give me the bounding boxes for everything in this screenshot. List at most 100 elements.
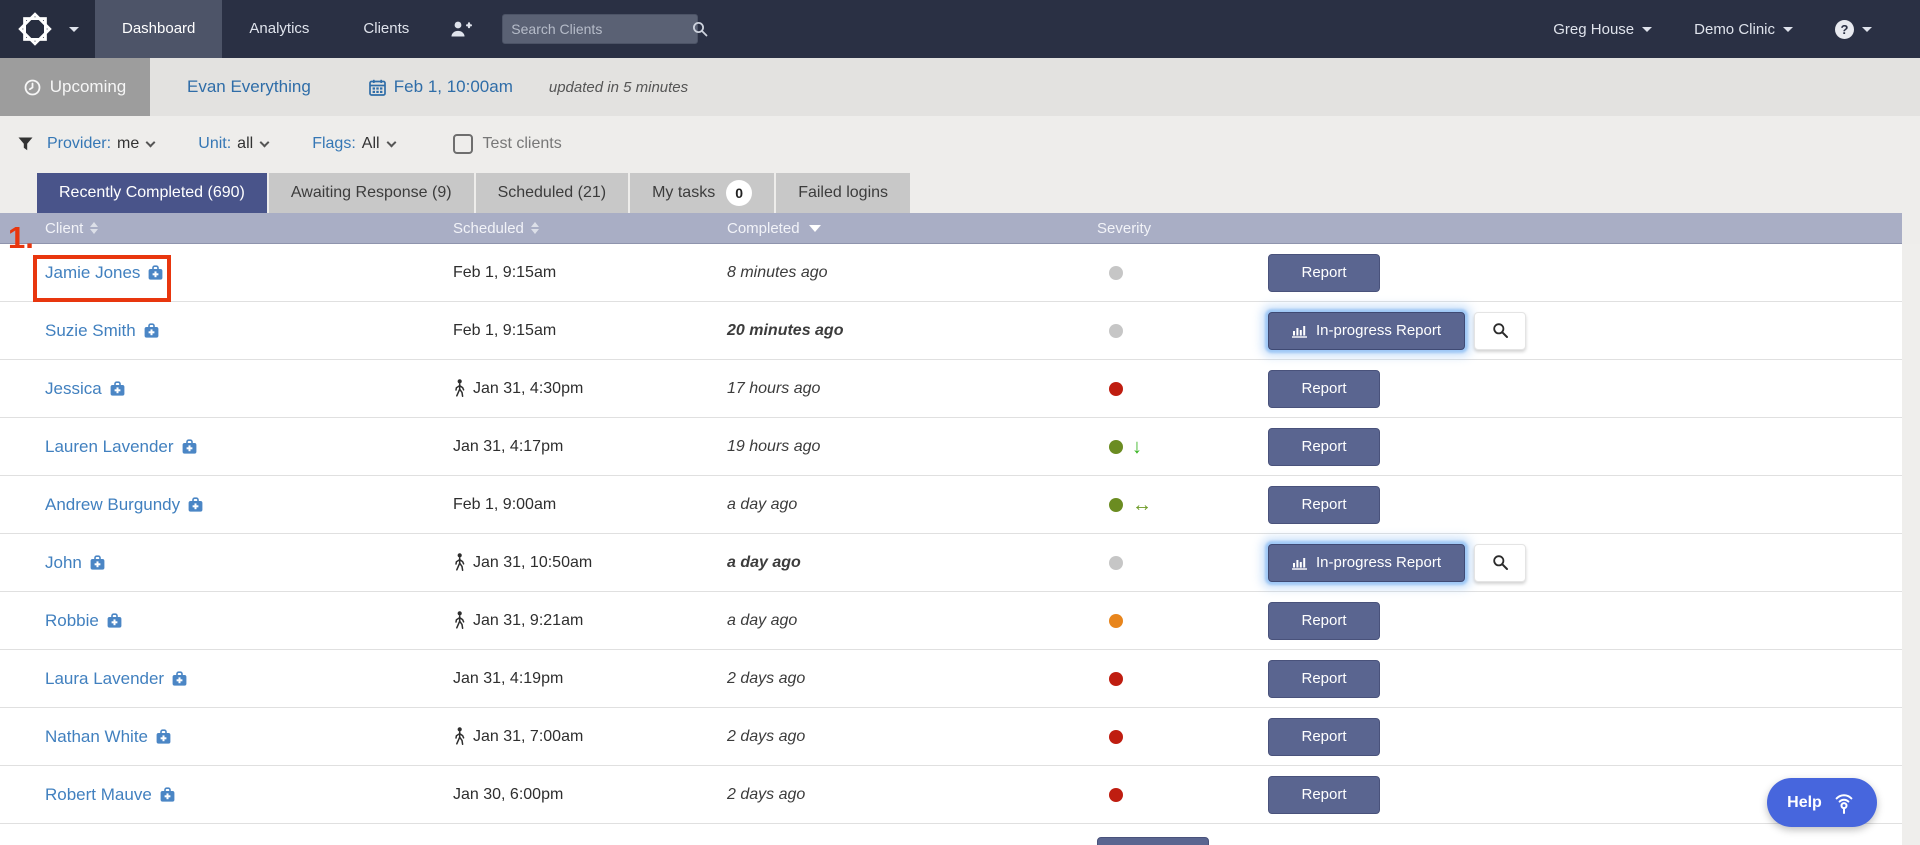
tab-scheduled-21[interactable]: Scheduled (21) bbox=[475, 173, 629, 213]
tab-recently-completed-690[interactable]: Recently Completed (690) bbox=[37, 173, 267, 213]
scheduled-cell: Jan 31, 4:17pm bbox=[453, 438, 727, 456]
client-link[interactable]: Laura Lavender bbox=[45, 669, 188, 689]
client-name: Jessica bbox=[45, 378, 102, 398]
table-row: Suzie Smith Feb 1, 9:15am bbox=[0, 302, 1902, 360]
action-cell: Report bbox=[1268, 485, 1902, 524]
scheduled-cell: Jan 31, 4:19pm bbox=[453, 670, 727, 688]
client-link[interactable]: John bbox=[45, 553, 106, 573]
client-link[interactable]: Andrew Burgundy bbox=[45, 495, 204, 515]
walking-person-icon bbox=[453, 611, 466, 630]
client-link[interactable]: Lauren Lavender bbox=[45, 437, 198, 457]
nav-tab-analytics[interactable]: Analytics bbox=[249, 20, 310, 37]
client-link[interactable]: Robbie bbox=[45, 611, 123, 631]
column-header-completed[interactable]: Completed bbox=[727, 220, 1097, 237]
scheduled-cell: Feb 1, 9:15am bbox=[453, 322, 727, 340]
severity-dot bbox=[1109, 381, 1123, 396]
clinic-menu[interactable]: Demo Clinic bbox=[1694, 21, 1793, 38]
help-menu[interactable]: ? bbox=[1835, 19, 1872, 39]
chevron-down-icon bbox=[386, 137, 396, 147]
tab-label: Recently Completed (690) bbox=[59, 184, 245, 201]
tab-awaiting-response-9[interactable]: Awaiting Response (9) bbox=[268, 173, 474, 213]
severity-trend-arrow: ↔ bbox=[1132, 493, 1152, 516]
tab-my-tasks[interactable]: My tasks 0 bbox=[630, 173, 775, 213]
table-row: Lauren Lavender Jan 31, 4:17pm bbox=[0, 418, 1902, 476]
action-cell: Report bbox=[1097, 824, 1268, 845]
report-button[interactable]: Report bbox=[1268, 485, 1380, 524]
schedule-bar: Upcoming Evan Everything Feb 1, 10:00am … bbox=[0, 58, 1920, 116]
client-link[interactable]: Robert Mauve bbox=[45, 785, 176, 805]
user-menu[interactable]: Greg House bbox=[1553, 21, 1653, 38]
report-button[interactable]: Report bbox=[1268, 601, 1380, 640]
column-label: Client bbox=[45, 219, 84, 237]
sort-desc-icon bbox=[808, 224, 821, 232]
severity-cell bbox=[1097, 555, 1268, 570]
add-client-icon[interactable] bbox=[450, 20, 473, 38]
nav-tab-dashboard[interactable]: Dashboard bbox=[95, 0, 223, 58]
report-button[interactable]: Report bbox=[1097, 837, 1209, 845]
tab-badge: 0 bbox=[726, 180, 753, 206]
search-input[interactable] bbox=[511, 21, 693, 37]
scheduled-cell: Jan 30, 6:00pm bbox=[453, 786, 727, 804]
report-button[interactable]: In-progress Report bbox=[1268, 543, 1465, 582]
test-clients-checkbox[interactable] bbox=[452, 134, 473, 154]
medical-bag-icon bbox=[155, 728, 172, 745]
scheduled-cell: Feb 1, 9:15am bbox=[453, 264, 727, 282]
medical-bag-icon bbox=[171, 670, 188, 687]
report-button-label: Report bbox=[1301, 496, 1347, 513]
scheduled-time: Jan 31, 4:17pm bbox=[453, 437, 564, 455]
medical-bag-icon bbox=[89, 554, 106, 571]
client-link[interactable]: Nathan White bbox=[45, 727, 172, 747]
report-button-label: Report bbox=[1301, 438, 1347, 455]
table-row: Laura Lavender Jan 31, 4:19pm bbox=[0, 650, 1902, 708]
client-name: Suzie Smith bbox=[45, 320, 136, 340]
client-cell: Robert Mauve bbox=[0, 785, 453, 805]
report-button[interactable]: Report bbox=[1268, 659, 1380, 698]
report-button[interactable]: Report bbox=[1268, 717, 1380, 756]
tab-failed-logins[interactable]: Failed logins bbox=[776, 173, 911, 213]
provider-filter[interactable]: Provider: me bbox=[47, 135, 156, 153]
medical-bag-icon bbox=[159, 786, 176, 803]
nav-tab-clients[interactable]: Clients bbox=[363, 20, 410, 37]
report-button[interactable]: Report bbox=[1268, 775, 1380, 814]
medical-bag-icon bbox=[147, 264, 164, 281]
severity-cell bbox=[1097, 265, 1268, 280]
column-header-client[interactable]: Client bbox=[0, 220, 453, 237]
client-link[interactable]: Suzie Smith bbox=[45, 321, 160, 341]
column-header-scheduled[interactable]: Scheduled bbox=[453, 220, 727, 237]
client-link[interactable]: Jamie Jones bbox=[45, 263, 164, 283]
client-link[interactable]: Jessica bbox=[45, 379, 126, 399]
scheduled-time: Feb 1, 9:00am bbox=[453, 495, 557, 513]
table-row: John Jan 31, 10:50am a bbox=[0, 534, 1902, 592]
report-button[interactable]: Report bbox=[1268, 369, 1380, 408]
walking-person-icon bbox=[453, 379, 466, 398]
client-cell: Jessica bbox=[0, 379, 453, 399]
unit-filter-value: all bbox=[237, 135, 254, 152]
tab-upcoming[interactable]: Upcoming bbox=[0, 58, 150, 116]
report-preview-button[interactable] bbox=[1474, 543, 1526, 582]
completed-cell: 2 days ago bbox=[727, 785, 806, 803]
provider-appointment-link[interactable]: Evan Everything bbox=[187, 77, 311, 96]
help-fab-button[interactable]: Help bbox=[1767, 778, 1877, 827]
logo-caret-icon bbox=[68, 26, 79, 32]
client-cell: John bbox=[0, 553, 453, 573]
column-label: Scheduled bbox=[453, 219, 524, 237]
completed-cell: 2 days ago bbox=[727, 669, 806, 687]
action-cell: Report bbox=[1268, 427, 1902, 466]
report-button[interactable]: In-progress Report bbox=[1268, 311, 1465, 350]
client-search-box[interactable] bbox=[502, 14, 708, 44]
client-cell: Laura Lavender bbox=[0, 669, 453, 689]
client-name: Nathan White bbox=[45, 726, 148, 746]
report-button[interactable]: Report bbox=[1268, 253, 1380, 292]
search-icon bbox=[692, 21, 708, 37]
flags-filter[interactable]: Flags: All bbox=[312, 135, 396, 153]
main-nav: Dashboard Analytics Clients bbox=[95, 0, 436, 58]
report-preview-button[interactable] bbox=[1474, 311, 1526, 350]
appointment-time-label: Feb 1, 10:00am bbox=[393, 77, 513, 96]
table-header: Client Scheduled Completed Severity bbox=[0, 213, 1902, 244]
scheduled-time: Jan 31, 4:30pm bbox=[473, 379, 584, 397]
appointment-time[interactable]: Feb 1, 10:00am bbox=[368, 77, 513, 97]
report-button[interactable]: Report bbox=[1268, 427, 1380, 466]
app-logo[interactable] bbox=[0, 0, 95, 58]
calendar-icon bbox=[368, 79, 386, 96]
unit-filter[interactable]: Unit: all bbox=[198, 135, 270, 153]
